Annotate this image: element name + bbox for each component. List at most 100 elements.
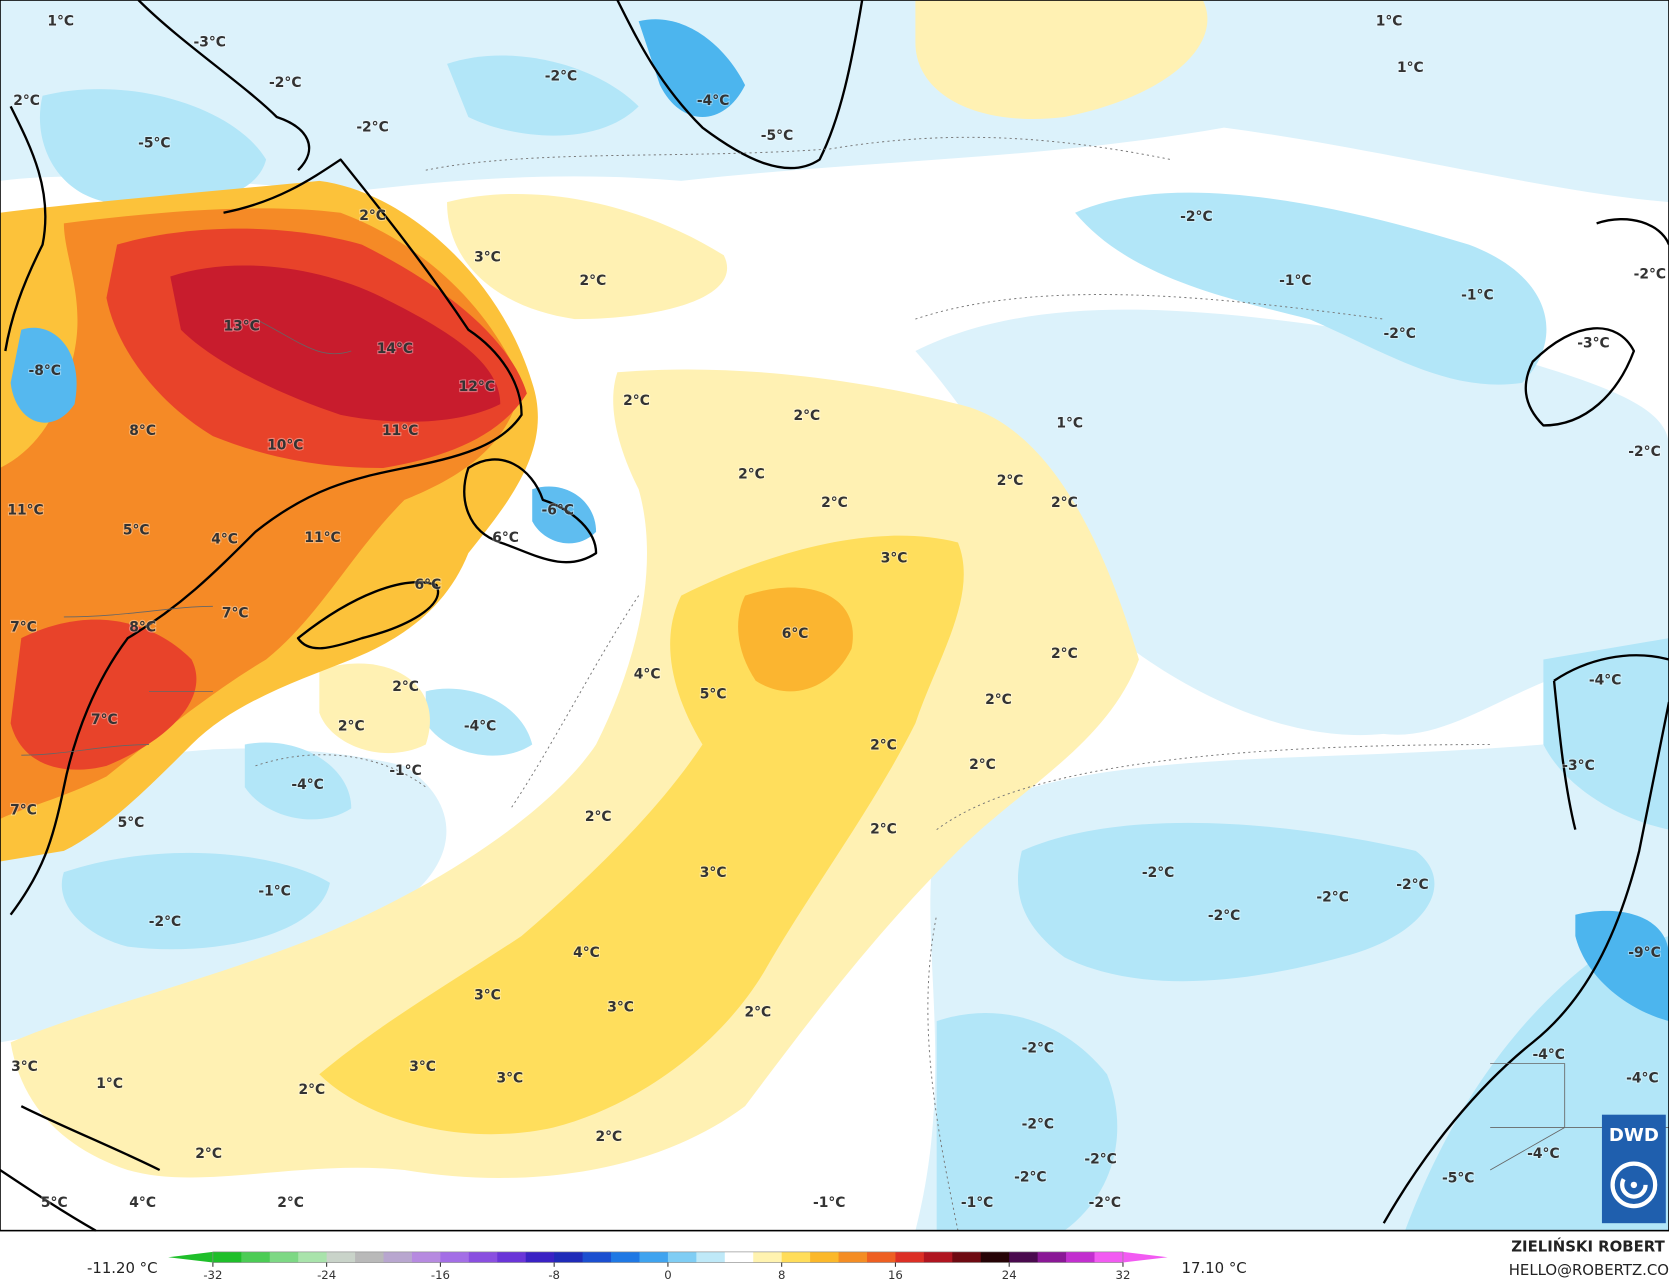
- temperature-label: -2°C: [1628, 444, 1660, 460]
- temperature-label: 2°C: [623, 393, 650, 409]
- colorbar-tick-label: 16: [888, 1268, 903, 1282]
- temperature-label: 7°C: [10, 802, 37, 818]
- colorbar-segment: [667, 1251, 697, 1263]
- temperature-label: -1°C: [961, 1195, 993, 1211]
- temperature-label: -1°C: [1461, 288, 1493, 304]
- temperature-label: 2°C: [745, 1005, 772, 1021]
- author: ZIELIŃSKI ROBERT: [1511, 1238, 1665, 1256]
- temperature-label: 1°C: [1397, 60, 1424, 76]
- temperature-label: -8°C: [28, 363, 60, 379]
- colorbar-end: [1122, 1251, 1168, 1263]
- temperature-label: -5°C: [138, 136, 170, 152]
- temperature-label: 4°C: [211, 531, 238, 547]
- temperature-label: 13°C: [223, 319, 259, 335]
- colorbar-segment: [383, 1251, 413, 1263]
- temperature-label: 2°C: [595, 1129, 622, 1145]
- temperature-label: 8°C: [129, 620, 156, 636]
- temperature-label: 3°C: [497, 1071, 524, 1087]
- temperature-label: 3°C: [11, 1059, 38, 1075]
- temperature-label: -2°C: [1022, 1041, 1054, 1057]
- temperature-label: 7°C: [91, 712, 118, 728]
- temperature-label: 2°C: [392, 679, 419, 695]
- temperature-label: 6°C: [782, 626, 809, 642]
- temperature-label: 4°C: [129, 1195, 156, 1211]
- temperature-label: -2°C: [1089, 1195, 1121, 1211]
- colorbar-segment: [1066, 1251, 1096, 1263]
- colorbar-tick-label: -32: [203, 1268, 222, 1282]
- logo-text: DWD: [1609, 1125, 1659, 1146]
- temperature-label: 3°C: [700, 865, 727, 881]
- temperature-label: 8°C: [129, 423, 156, 439]
- temperature-label: 1°C: [1376, 13, 1403, 29]
- temperature-label: 2°C: [969, 757, 996, 773]
- temperature-label: -5°C: [1442, 1171, 1474, 1187]
- temperature-label: 2°C: [277, 1195, 304, 1211]
- temperature-label: -2°C: [1208, 908, 1240, 924]
- temperature-label: 11°C: [304, 530, 340, 546]
- temperature-label: 10°C: [267, 438, 303, 454]
- colorbar-segment: [411, 1251, 441, 1263]
- temperature-label: 14°C: [377, 341, 413, 357]
- colorbar-segment: [1094, 1251, 1124, 1263]
- colorbar-segment: [810, 1251, 840, 1263]
- temperature-label: -2°C: [1396, 877, 1428, 893]
- temperature-label: 2°C: [821, 495, 848, 511]
- temperature-label: -2°C: [1634, 266, 1666, 282]
- colorbar-tick-label: -16: [431, 1268, 450, 1282]
- temperature-label: -2°C: [1180, 209, 1212, 225]
- colorbar-segment: [781, 1251, 811, 1263]
- temperature-label: 1°C: [47, 13, 74, 29]
- temperature-label: -2°C: [1383, 326, 1415, 342]
- temperature-label: 5°C: [41, 1195, 68, 1211]
- temperature-label: 2°C: [1051, 495, 1078, 511]
- temperature-label: -3°C: [193, 35, 225, 51]
- colorbar-segment: [1009, 1251, 1039, 1263]
- colorbar: -11.20 °C 17.10 °C -32 -24 -16 -8 0 8 16 24 32: [87, 1251, 1247, 1282]
- temperature-label: 2°C: [13, 93, 40, 109]
- temperature-label: 3°C: [409, 1059, 436, 1075]
- temperature-label: 2°C: [870, 738, 897, 754]
- colorbar-tick-label: 8: [778, 1268, 785, 1282]
- colorbar-tick-label: 0: [664, 1268, 671, 1282]
- temperature-label: 3°C: [474, 988, 501, 1004]
- temperature-label: -4°C: [464, 718, 496, 734]
- colorbar-tick-label: 32: [1116, 1268, 1131, 1282]
- temperature-label: -4°C: [1527, 1146, 1559, 1162]
- colorbar-max-label: 17.10 °C: [1181, 1259, 1246, 1277]
- temperature-label: 2°C: [299, 1082, 326, 1098]
- temperature-label: 1°C: [1056, 415, 1083, 431]
- temperature-label: 2°C: [359, 208, 386, 224]
- temperature-label: -5°C: [761, 128, 793, 144]
- logo: DWD: [1601, 1114, 1666, 1224]
- contact: HELLO@ROBERTZ.CO: [1509, 1261, 1669, 1279]
- temperature-label: -2°C: [1084, 1151, 1116, 1167]
- colorbar-segment: [355, 1251, 385, 1263]
- temperature-label: -2°C: [269, 75, 301, 91]
- colorbar-tick-label: -24: [317, 1268, 336, 1282]
- temperature-label: 3°C: [881, 550, 908, 566]
- temperature-label: 2°C: [870, 822, 897, 838]
- colorbar-segment: [326, 1251, 356, 1263]
- colorbar-segment: [468, 1251, 498, 1263]
- temperature-label: 12°C: [459, 379, 495, 395]
- temperature-label: 3°C: [474, 249, 501, 265]
- temperature-label: -2°C: [149, 914, 181, 930]
- colorbar-segment: [923, 1251, 953, 1263]
- temperature-label: -4°C: [1589, 673, 1621, 689]
- temperature-label: -2°C: [1316, 890, 1348, 906]
- temperature-label: 2°C: [585, 809, 612, 825]
- temperature-label: 2°C: [1051, 646, 1078, 662]
- temperature-label: 7°C: [222, 606, 249, 622]
- temperature-label: -1°C: [813, 1195, 845, 1211]
- temperature-label: -4°C: [291, 777, 323, 793]
- temperature-label: 2°C: [738, 466, 765, 482]
- temperature-label: -2°C: [1014, 1169, 1046, 1185]
- temperature-label: 5°C: [700, 687, 727, 703]
- colorbar-segment: [241, 1251, 271, 1263]
- colorbar-segment: [866, 1251, 896, 1263]
- map-labels: 1°C -3°C -2°C -2°C 2°C -2°C -5°C -4°C -5°C 1°C 1°C…: [6, 12, 1667, 1212]
- colorbar-segment: [440, 1251, 470, 1263]
- colorbar-segment: [554, 1251, 584, 1263]
- colorbar-segment: [525, 1251, 555, 1263]
